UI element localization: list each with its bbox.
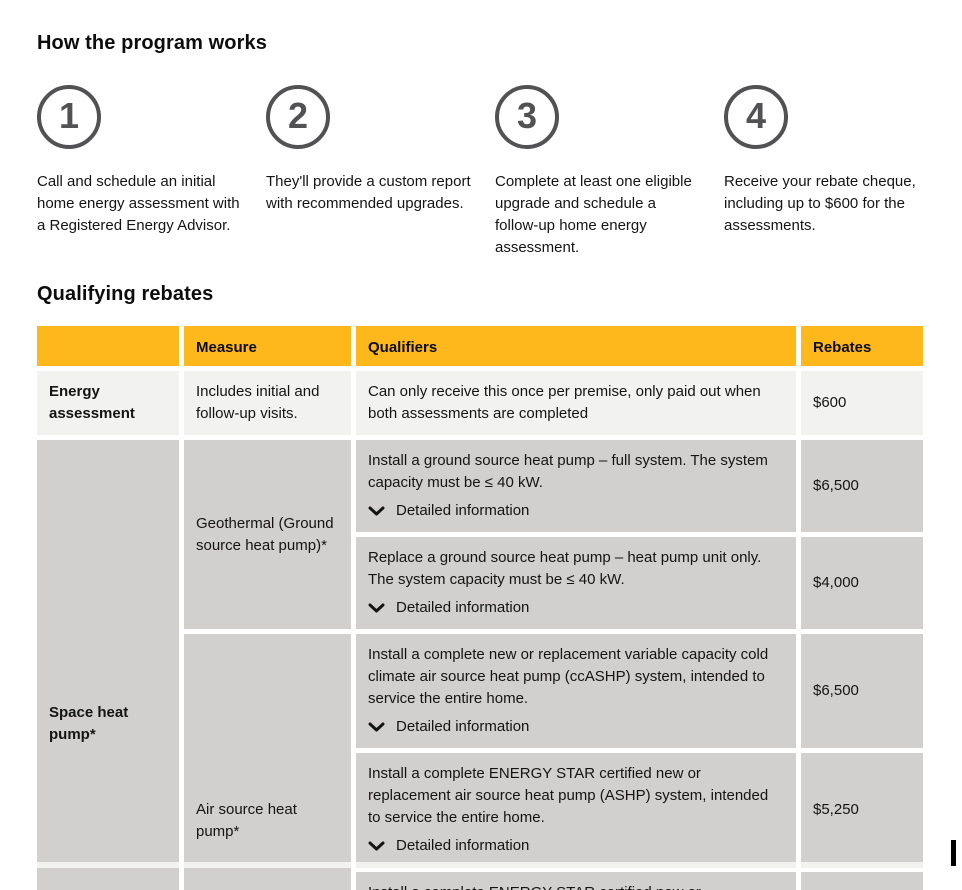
chevron-down-icon bbox=[368, 603, 385, 613]
rebate-ccashp-install: $6,500 bbox=[801, 634, 923, 748]
qualifier-ashp-or-ccashp: Install a complete ENERGY STAR certified… bbox=[356, 872, 796, 890]
category-space-heat-pump: Space heat pump* bbox=[37, 440, 179, 890]
step-4-number: 4 bbox=[745, 95, 767, 136]
step-4-description: Receive your rebate cheque, including up… bbox=[724, 173, 916, 234]
step-2-circle-icon: 2 bbox=[266, 85, 330, 149]
program-steps: 1 Call and schedule an initial home ener… bbox=[37, 85, 962, 259]
detailed-information-label: Detailed information bbox=[396, 718, 530, 735]
table-row-ccashp-install: Air source heat pump* Install a complete… bbox=[37, 634, 923, 890]
qualifying-rebates-title: Qualifying rebates bbox=[37, 283, 214, 305]
chevron-down-icon bbox=[368, 722, 385, 732]
step-1-description: Call and schedule an initial home energy… bbox=[37, 173, 240, 234]
table-row-ashp-install: Install a complete ENERGY STAR certified… bbox=[37, 753, 923, 867]
program-step-1: 1 Call and schedule an initial home ener… bbox=[37, 85, 266, 259]
program-step-4: 4 Receive your rebate cheque, including … bbox=[724, 85, 924, 259]
category-energy-assessment: Energy assessment bbox=[37, 371, 179, 435]
qualifier-text: Install a ground source heat pump – full… bbox=[368, 452, 768, 491]
table-row-geothermal-install: Space heat pump* Geothermal (Ground sour… bbox=[37, 440, 923, 890]
measure-air-source: Air source heat pump* bbox=[184, 634, 351, 890]
step-3-description: Complete at least one eligible upgrade a… bbox=[495, 173, 692, 256]
step-1-number: 1 bbox=[58, 95, 80, 136]
qualifier-text: Install a complete new or replacement va… bbox=[368, 646, 769, 707]
page-title: How the program works bbox=[37, 32, 267, 54]
measure-energy-assessment: Includes initial and follow-up visits. bbox=[184, 371, 351, 435]
step-4-circle-icon: 4 bbox=[724, 85, 788, 149]
detailed-information-label: Detailed information bbox=[396, 599, 530, 616]
table-row-ashp-or-ccashp: Install a complete ENERGY STAR certified… bbox=[37, 872, 923, 890]
qualifier-ccashp-install: Install a complete new or replacement va… bbox=[356, 634, 796, 748]
qualifier-geothermal-replace: Replace a ground source heat pump – heat… bbox=[356, 537, 796, 629]
col-header-category bbox=[37, 326, 179, 366]
next-table-row-cutoff bbox=[37, 862, 923, 868]
rebate-ashp-install: $5,250 bbox=[801, 753, 923, 867]
step-3-number: 3 bbox=[516, 95, 538, 136]
measure-geothermal: Geothermal (Ground source heat pump)* bbox=[184, 440, 351, 629]
rebate-geothermal-install: $6,500 bbox=[801, 440, 923, 532]
detailed-information-toggle[interactable]: Detailed information bbox=[368, 835, 784, 857]
col-header-qualifiers: Qualifiers bbox=[356, 326, 796, 366]
table-header-row: Measure Qualifiers Rebates bbox=[37, 326, 923, 366]
detailed-information-toggle[interactable]: Detailed information bbox=[368, 597, 784, 619]
text-cursor-artifact bbox=[951, 840, 956, 866]
step-3-circle-icon: 3 bbox=[495, 85, 559, 149]
qualifier-geothermal-install: Install a ground source heat pump – full… bbox=[356, 440, 796, 532]
chevron-down-icon bbox=[368, 841, 385, 851]
rebate-ashp-or-ccashp: $3,250 bbox=[801, 872, 923, 890]
rebate-energy-assessment: $600 bbox=[801, 371, 923, 435]
qualifier-text: Install a complete ENERGY STAR certified… bbox=[368, 765, 769, 826]
table-row-energy-assessment: Energy assessment Includes initial and f… bbox=[37, 371, 923, 435]
col-header-measure: Measure bbox=[184, 326, 351, 366]
detailed-information-label: Detailed information bbox=[396, 502, 530, 519]
detailed-information-toggle[interactable]: Detailed information bbox=[368, 500, 784, 522]
step-1-circle-icon: 1 bbox=[37, 85, 101, 149]
col-header-rebates: Rebates bbox=[801, 326, 923, 366]
step-2-number: 2 bbox=[287, 95, 309, 136]
program-step-2: 2 They'll provide a custom report with r… bbox=[266, 85, 495, 259]
rebate-geothermal-replace: $4,000 bbox=[801, 537, 923, 629]
table-row-geothermal-replace: Replace a ground source heat pump – heat… bbox=[37, 537, 923, 629]
rebates-table: Measure Qualifiers Rebates Energy assess… bbox=[32, 321, 928, 890]
qualifier-ashp-install: Install a complete ENERGY STAR certified… bbox=[356, 753, 796, 867]
qualifier-text: Replace a ground source heat pump – heat… bbox=[368, 549, 762, 588]
qualifier-text: Install a complete ENERGY STAR certified… bbox=[368, 882, 784, 890]
step-2-description: They'll provide a custom report with rec… bbox=[266, 173, 471, 212]
detailed-information-toggle[interactable]: Detailed information bbox=[368, 716, 784, 738]
detailed-information-label: Detailed information bbox=[396, 837, 530, 854]
qualifier-energy-assessment: Can only receive this once per premise, … bbox=[356, 371, 796, 435]
program-step-3: 3 Complete at least one eligible upgrade… bbox=[495, 85, 724, 259]
chevron-down-icon bbox=[368, 506, 385, 516]
